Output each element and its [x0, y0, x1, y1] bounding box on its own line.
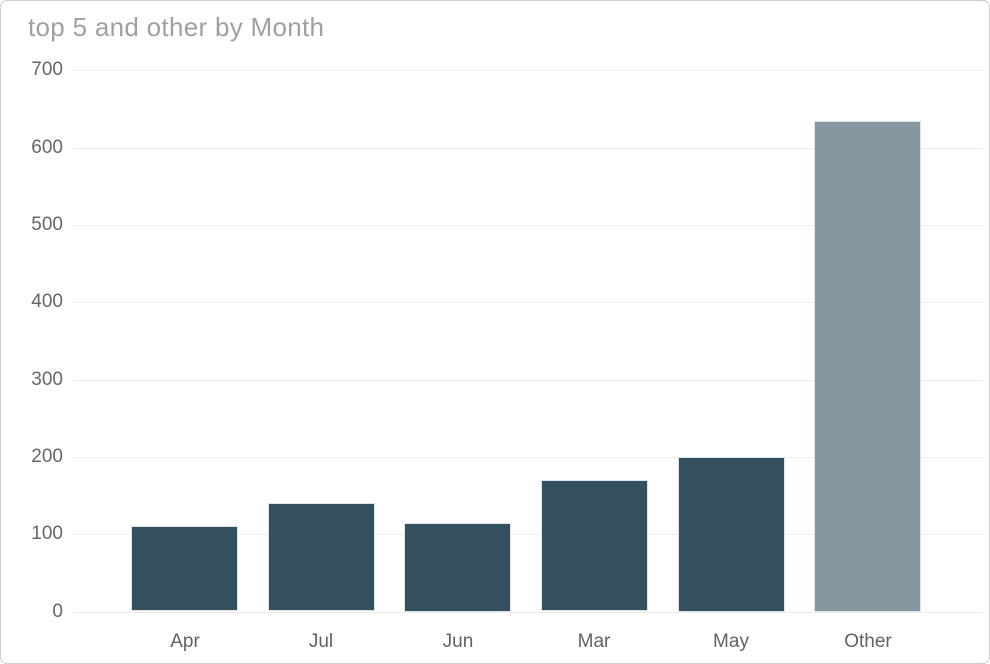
y-gridline-600: [73, 148, 983, 149]
y-gridline-400: [73, 302, 983, 303]
x-axis-category-label: Other: [844, 631, 892, 652]
y-axis-tick-label: 100: [31, 523, 63, 544]
x-axis-category-label: Jul: [308, 631, 334, 652]
y-axis-tick-label: 200: [31, 446, 63, 467]
chart-title: top 5 and other by Month: [28, 12, 325, 42]
y-axis-tick-label: 700: [31, 59, 63, 80]
bar-may[interactable]: [678, 457, 785, 612]
y-gridline-500: [73, 225, 983, 226]
x-axis-category-label: Mar: [577, 631, 611, 652]
x-axis-category-label: Apr: [170, 631, 200, 652]
bar-mar[interactable]: [541, 480, 648, 611]
x-axis-category-label: May: [713, 631, 749, 652]
y-axis-tick-label: 600: [31, 137, 63, 158]
bar-apr[interactable]: [131, 526, 238, 611]
y-axis-tick-label: 0: [52, 601, 63, 622]
y-axis-tick-label: 300: [31, 369, 63, 390]
bar-jul[interactable]: [268, 503, 375, 611]
x-axis-category-label: Jun: [442, 631, 474, 652]
y-gridline-700: [73, 70, 983, 71]
bar-other[interactable]: [814, 121, 921, 612]
y-gridline-200: [73, 457, 983, 458]
y-gridline-300: [73, 380, 983, 381]
y-gridline-100: [73, 534, 983, 535]
y-axis-tick-label: 400: [31, 291, 63, 312]
y-gridline-0: [73, 612, 983, 613]
bar-jun[interactable]: [404, 523, 511, 612]
y-axis-tick-label: 500: [31, 214, 63, 235]
